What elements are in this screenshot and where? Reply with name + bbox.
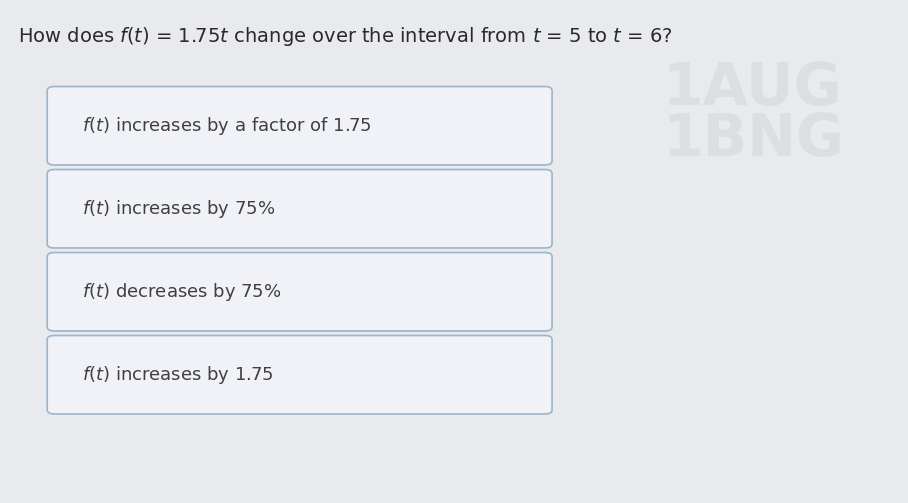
Text: $\mathit{f(t)}$ increases by 75%: $\mathit{f(t)}$ increases by 75%: [82, 198, 275, 220]
FancyBboxPatch shape: [47, 253, 552, 331]
FancyBboxPatch shape: [47, 87, 552, 165]
FancyBboxPatch shape: [47, 170, 552, 248]
FancyBboxPatch shape: [47, 336, 552, 414]
Text: 1AUG
1BNG: 1AUG 1BNG: [663, 60, 844, 167]
Text: $\mathit{f(t)}$ increases by a factor of 1.75: $\mathit{f(t)}$ increases by a factor of…: [82, 115, 371, 137]
Text: How does $\mathit{f(t)}$ = 1.75$\mathit{t}$ change over the interval from $\math: How does $\mathit{f(t)}$ = 1.75$\mathit{…: [18, 25, 673, 48]
Text: $\mathit{f(t)}$ decreases by 75%: $\mathit{f(t)}$ decreases by 75%: [82, 281, 281, 303]
Text: $\mathit{f(t)}$ increases by 1.75: $\mathit{f(t)}$ increases by 1.75: [82, 364, 273, 386]
